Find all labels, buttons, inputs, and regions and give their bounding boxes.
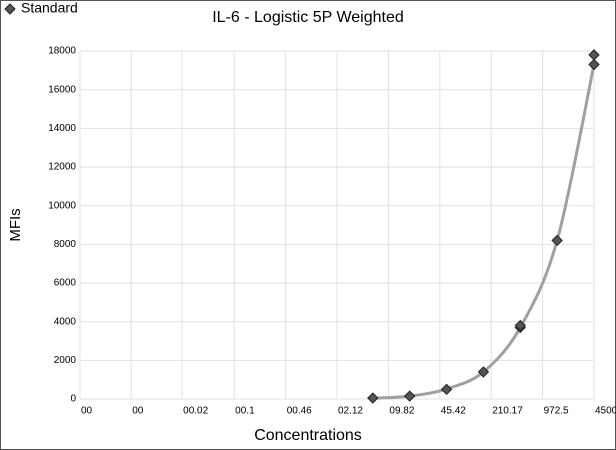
legend: Standard	[4, 0, 78, 16]
x-tick-label: 00.1	[235, 406, 255, 417]
data-point	[403, 390, 416, 402]
x-tick-label: 00.02	[183, 406, 208, 417]
x-tick-label: 4500	[595, 406, 616, 417]
x-tick-label: 45.42	[441, 406, 466, 417]
y-tick-label: 8000	[54, 239, 77, 250]
data-point	[551, 234, 563, 247]
y-tick-label: 10000	[48, 200, 76, 211]
data-point	[440, 383, 453, 396]
x-tick-label: 210.17	[492, 406, 523, 417]
data-point	[588, 49, 600, 61]
data-point	[588, 58, 600, 71]
chart-title: IL-6 - Logistic 5P Weighted	[212, 9, 404, 26]
x-tick-label: 02.12	[338, 406, 363, 417]
x-tick-label: 00.46	[287, 406, 312, 417]
x-tick-label: 972.5	[544, 406, 569, 417]
y-tick-label: 2000	[54, 355, 77, 366]
y-axis-label: MFIs	[7, 208, 24, 241]
y-tick-label: 4000	[54, 316, 77, 327]
y-tick-label: 0	[70, 394, 76, 405]
legend-label: Standard	[21, 0, 78, 16]
x-tick-label: 00	[132, 406, 144, 417]
y-tick-label: 16000	[48, 84, 76, 95]
data-point	[477, 366, 490, 378]
data-point	[367, 392, 379, 404]
data-point	[514, 319, 526, 332]
y-tick-label: 6000	[54, 278, 77, 289]
x-tick-label: 00	[81, 406, 93, 417]
y-tick-label: 12000	[48, 162, 76, 173]
x-axis-label: Concentrations	[254, 427, 362, 444]
y-tick-label: 18000	[48, 46, 76, 57]
legend-marker	[4, 3, 16, 15]
x-tick-label: 09.82	[389, 406, 414, 417]
y-tick-label: 14000	[48, 123, 76, 134]
